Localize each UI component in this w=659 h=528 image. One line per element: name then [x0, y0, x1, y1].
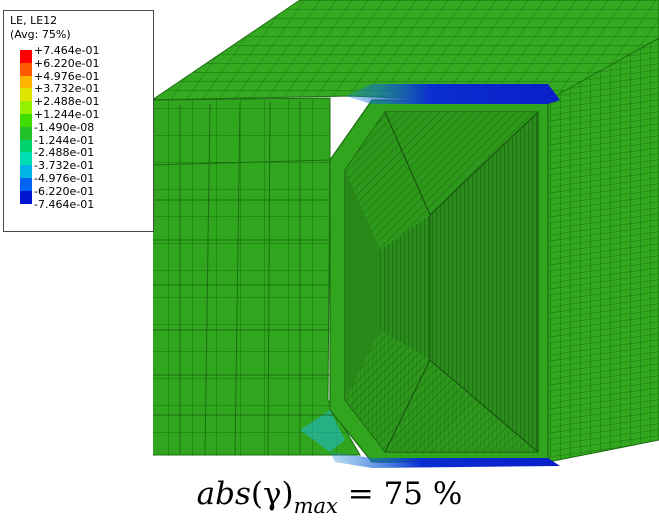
legend-swatch [20, 88, 32, 102]
compressive-zone-top [345, 84, 560, 104]
legend-title: LE, LE12 [10, 14, 58, 27]
legend-subtitle: (Avg: 75%) [10, 28, 71, 41]
legend-swatch [20, 126, 32, 140]
legend-swatch [20, 139, 32, 153]
compressive-zone-bottom [330, 452, 560, 468]
legend-swatch [20, 114, 32, 127]
legend-swatch [20, 178, 32, 191]
legend-label: -2.488e-01 [34, 146, 95, 160]
legend-label: -7.464e-01 [34, 197, 95, 211]
legend-swatch [20, 50, 32, 63]
caption-sub: max [293, 494, 338, 518]
front-mesh-lines [151, 101, 335, 456]
legend-label: +6.220e-01 [34, 56, 100, 70]
inner-left-wall [345, 170, 380, 400]
legend-label: -4.976e-01 [34, 172, 95, 185]
legend-swatch [20, 101, 32, 115]
legend-swatch [20, 165, 32, 179]
legend-swatch [20, 62, 32, 76]
inner-bottom-wall [345, 330, 538, 452]
right-outer-face [547, 37, 659, 463]
legend-label: +4.976e-01 [34, 69, 100, 83]
inner-top-wall [345, 112, 538, 250]
legend-label: -1.244e-01 [34, 133, 95, 147]
legend-label: -3.732e-01 [34, 159, 95, 173]
caption-func: abs [196, 476, 251, 512]
front-face-left [151, 97, 361, 456]
legend-swatch [20, 152, 32, 166]
compressive-zone-corner [300, 410, 345, 452]
caption-rest: = 75 % [337, 476, 463, 512]
legend-label: +3.732e-01 [34, 82, 100, 96]
caption-var: (γ) [250, 476, 294, 512]
legend-label: -6.220e-01 [34, 184, 95, 198]
caption: abs(γ)max = 75 % [0, 476, 659, 518]
legend-swatch [20, 75, 32, 89]
legend: LE, LE12 (Avg: 75%) +7.464e-01 +6.220e-01… [3, 10, 154, 232]
legend-swatch [20, 190, 32, 204]
legend-label: +7.464e-01 [34, 44, 100, 57]
left-notch [145, 232, 153, 457]
legend-label: +1.244e-01 [34, 108, 100, 121]
legend-label: -1.490e-08 [34, 120, 95, 134]
legend-label: +2.488e-01 [34, 95, 100, 109]
